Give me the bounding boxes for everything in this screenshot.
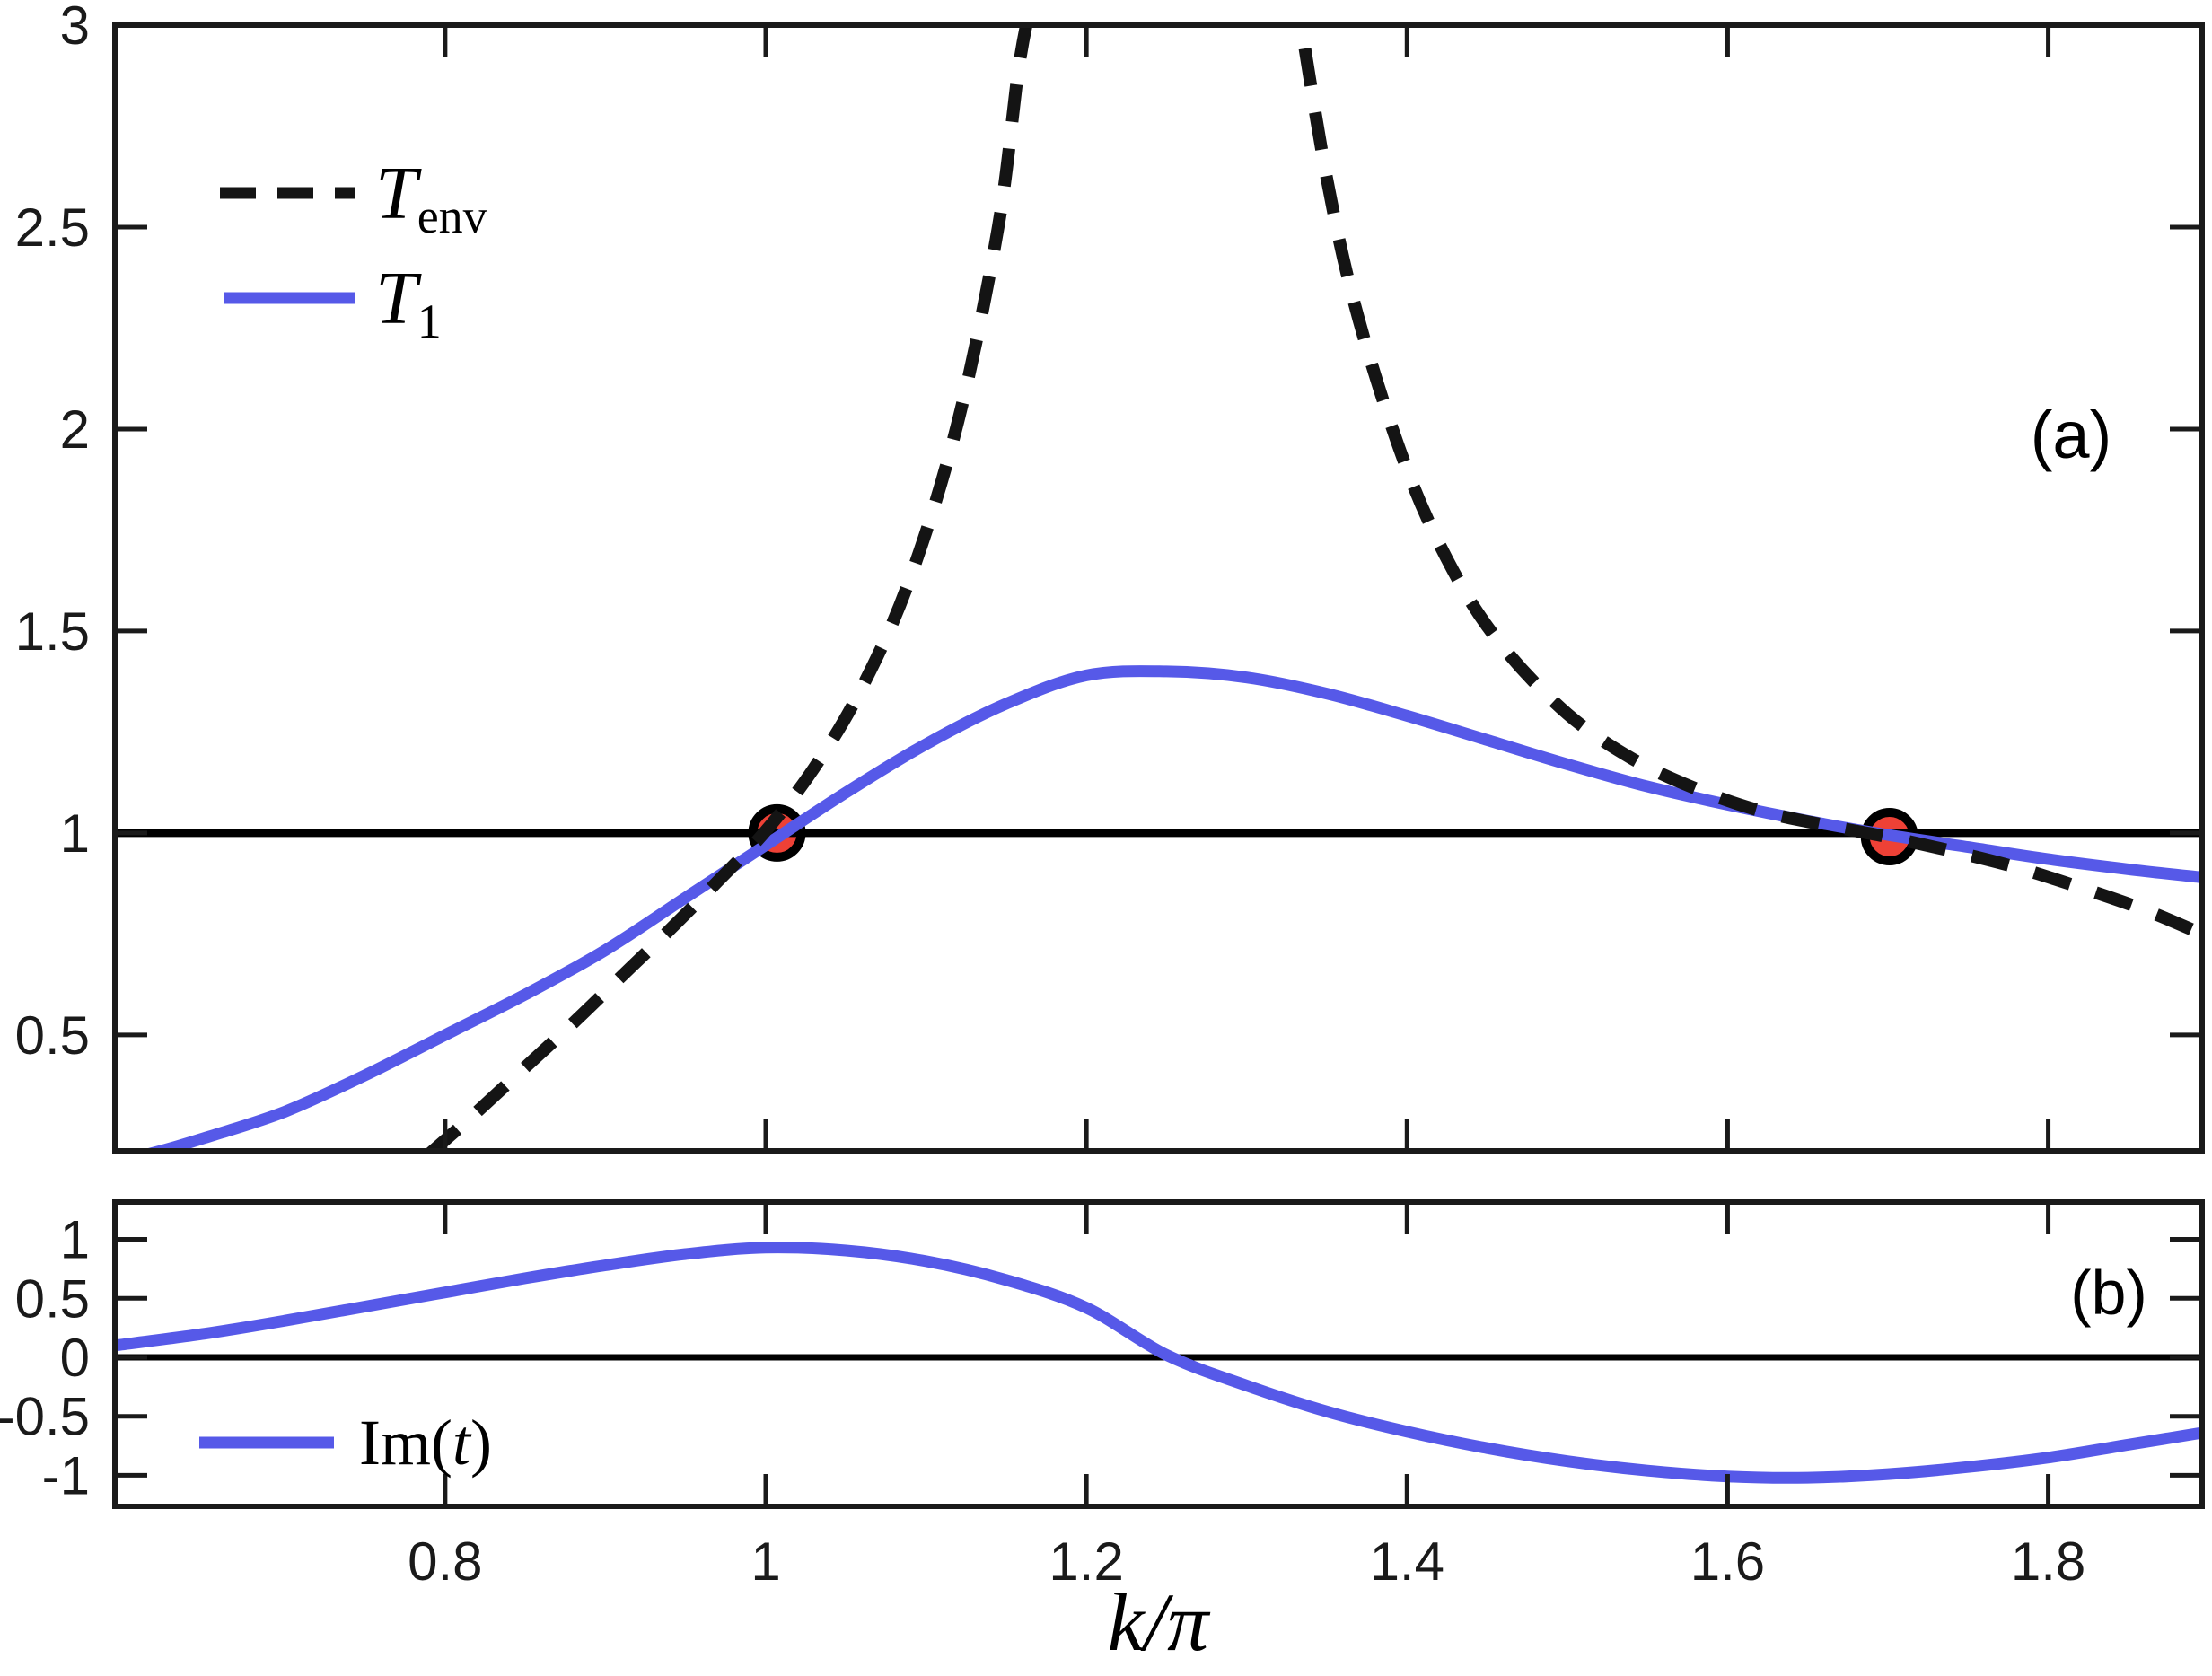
x-tick-label: 0.8 <box>408 1531 482 1592</box>
x-tick-label: 1.6 <box>1690 1531 1765 1592</box>
x-tick-label: 1.2 <box>1049 1531 1123 1592</box>
y-tick-label-b: -1 <box>42 1445 90 1505</box>
curve-T_env <box>1295 25 2202 940</box>
panel-b-label: (b) <box>2070 1258 2147 1328</box>
legend-label-im-t: Im(t) <box>359 1407 492 1479</box>
x-tick-label: 1.8 <box>2011 1531 2085 1592</box>
legend-panel-a: Tenv T1 <box>220 152 487 348</box>
axes-border-b <box>112 1199 2205 1509</box>
y-tick-label-b: -0.5 <box>0 1387 90 1447</box>
x-axis-label: k/π <box>1108 1576 1211 1668</box>
panel-a-label: (a) <box>2031 398 2111 472</box>
y-tick-label-b: 0 <box>60 1328 90 1388</box>
panel-a: 0.5 1 1.5 2 2.5 3 <box>15 0 2205 1154</box>
y-tick-label-a: 1 <box>60 803 90 864</box>
y-tick-label-a: 1.5 <box>15 601 90 662</box>
legend-panel-b: Im(t) <box>199 1407 492 1479</box>
y-tick-label-a: 3 <box>60 0 90 56</box>
curve-T_1 <box>137 665 2202 1151</box>
y-tick-label-a: 0.5 <box>15 1005 90 1066</box>
y-tick-label-a: 2.5 <box>15 197 90 258</box>
panel-b: -1-0.500.510.8 1 1.2 1.4 1.6 1.8 <box>0 1199 2205 1592</box>
y-tick-label-a: 2 <box>60 399 90 460</box>
x-tick-label: 1 <box>750 1531 780 1592</box>
y-tick-label-b: 1 <box>60 1210 90 1270</box>
axes-border-a <box>112 22 2205 1154</box>
curve-T_env <box>425 25 1033 1151</box>
legend-label-t1: T1 <box>375 257 442 348</box>
legend-label-t-env: Tenv <box>375 152 487 243</box>
y-tick-label-b: 0.5 <box>15 1268 90 1329</box>
x-tick-label: 1.4 <box>1370 1531 1444 1592</box>
curve-Im(t) <box>115 1242 2202 1484</box>
plot-root: 0.511.522.53-1-0.500.510.8 1 1.2 1.4 1.6 1.8 <box>0 0 2205 1592</box>
